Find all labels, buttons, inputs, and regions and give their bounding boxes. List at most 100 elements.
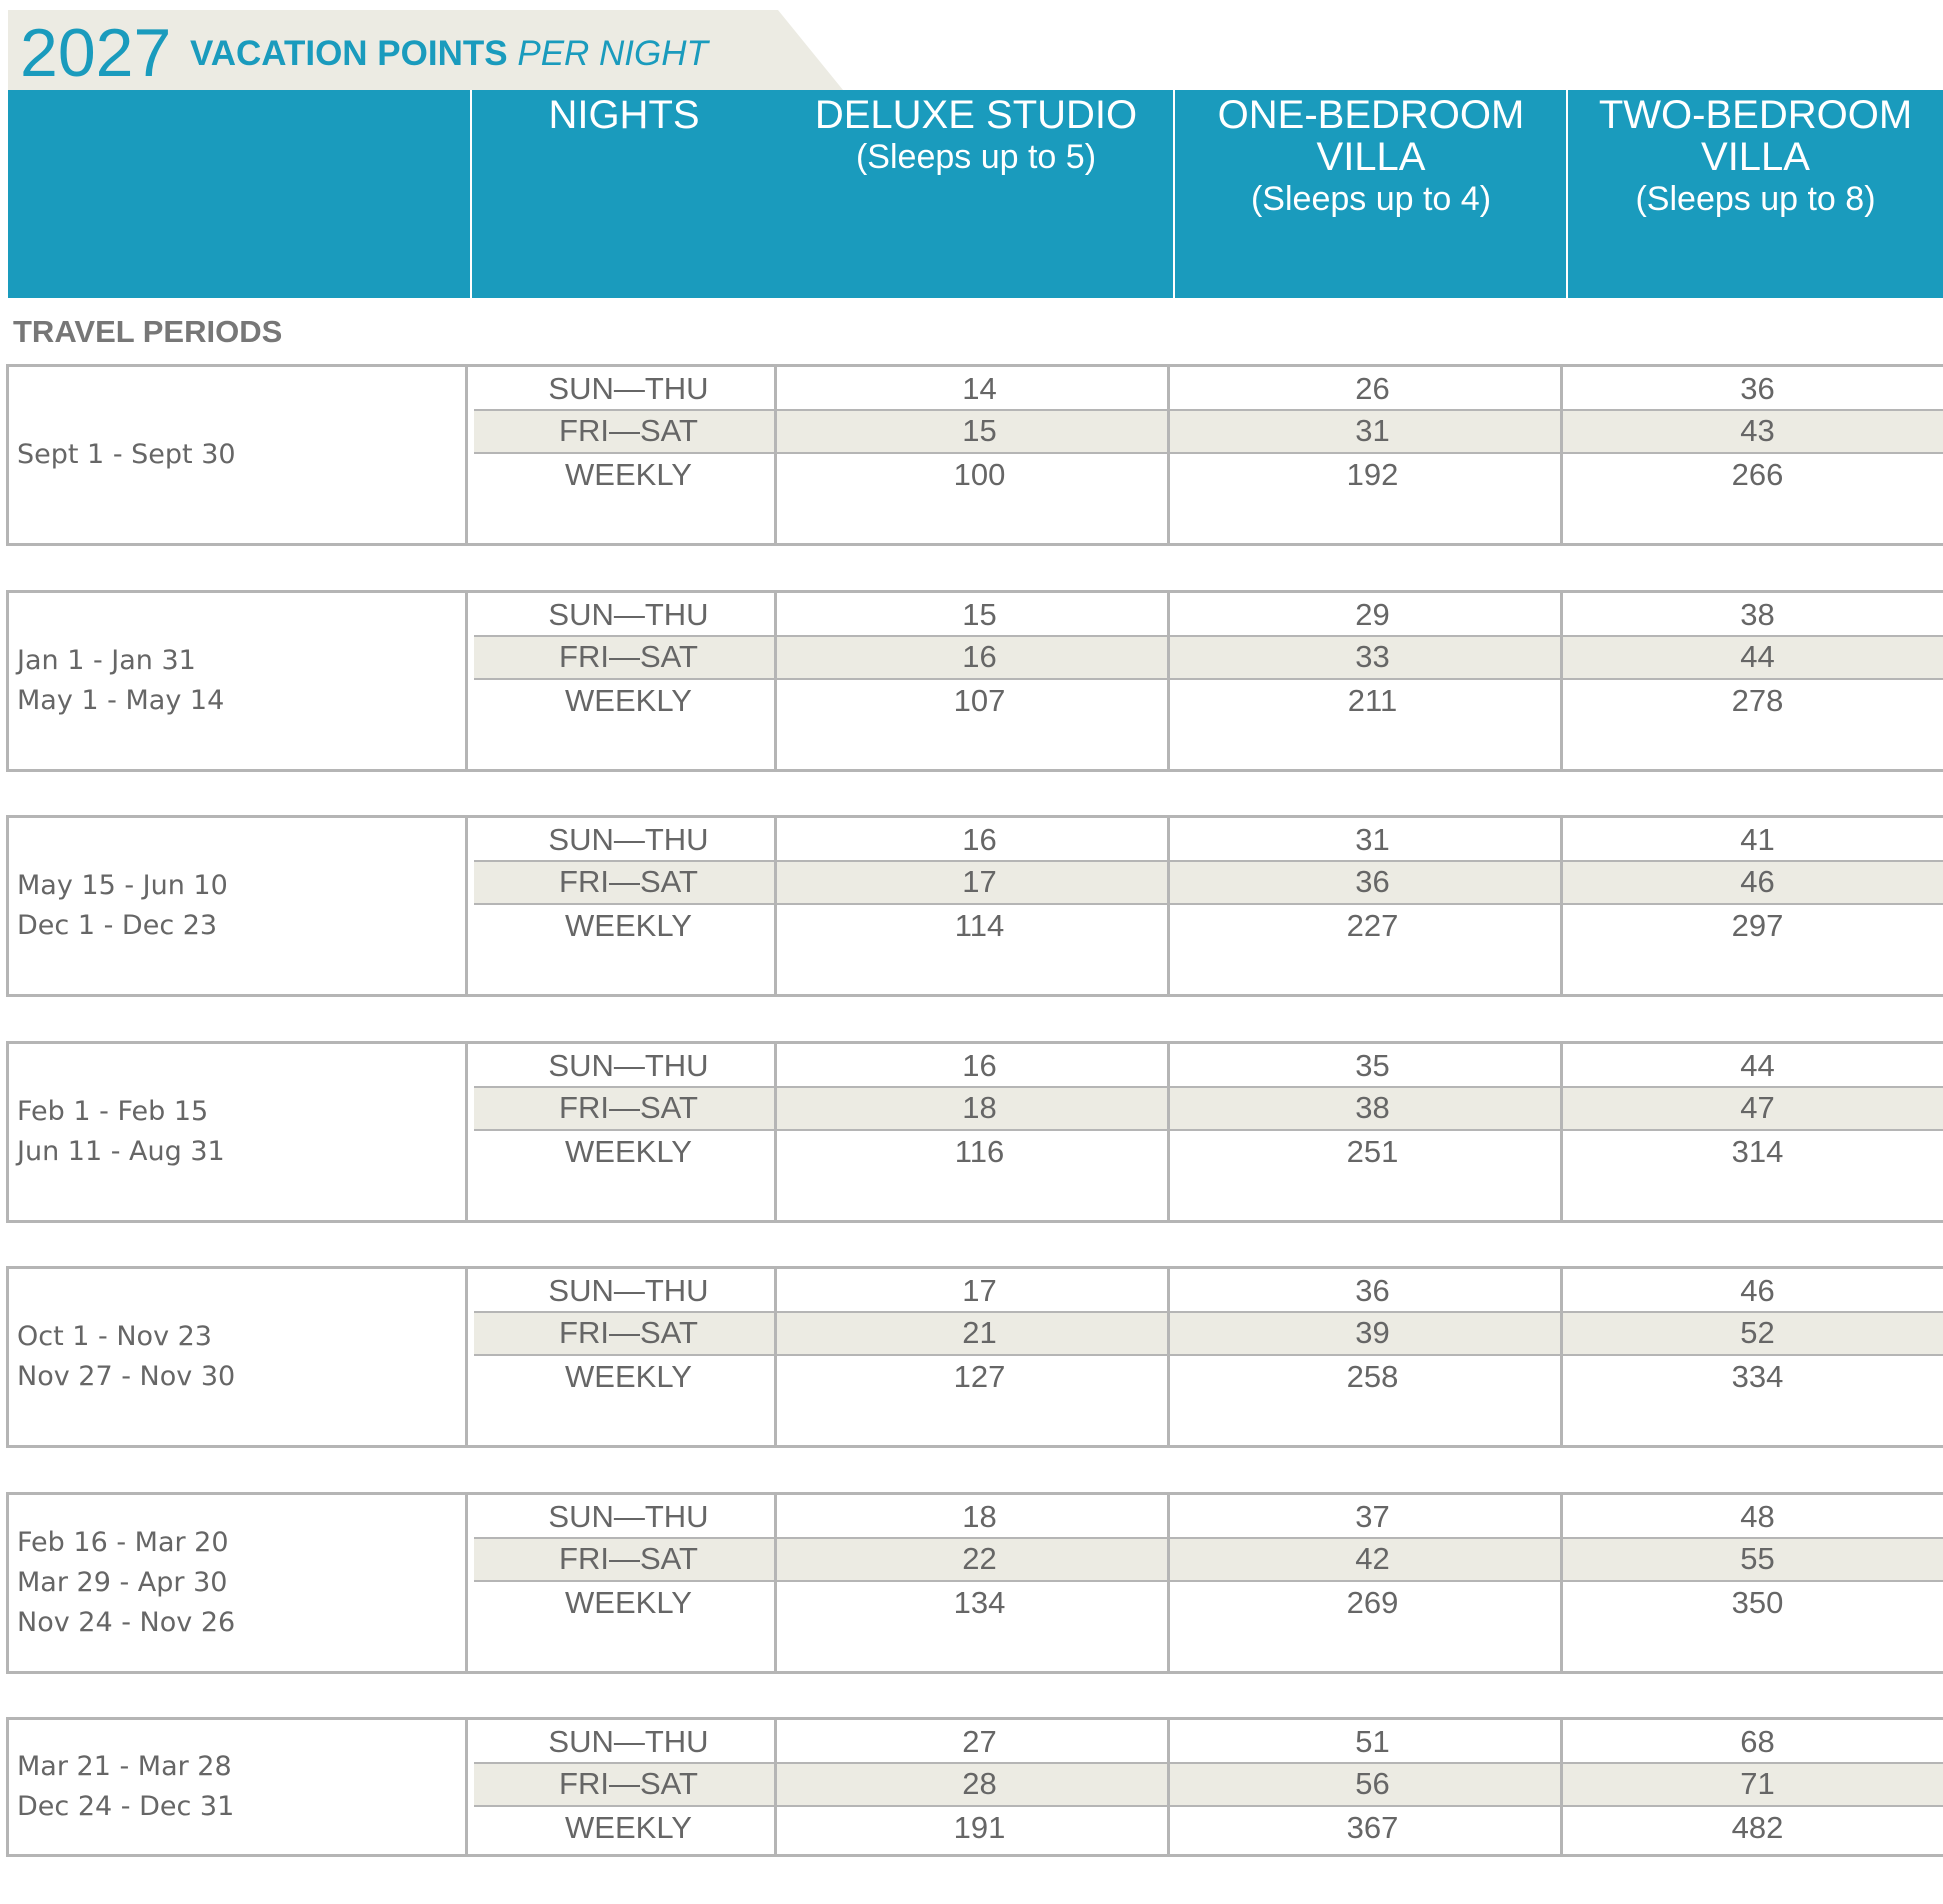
cell-studio: 191 [953,1810,1006,1845]
cell-one: 42 [1355,1541,1390,1576]
cell-one: 29 [1355,597,1390,632]
cell-nights: FRI—SAT [559,413,698,448]
cell-nights: WEEKLY [565,1585,692,1620]
table-row: WEEKLY 107 211 278 [474,679,1943,724]
cell-studio: 21 [962,1315,997,1350]
period-block: SUN—THU 27 51 68 FRI—SAT 28 56 71 WEEKLY 191 367 48… [6,1717,1943,1857]
cell-two: 36 [1740,371,1775,406]
cell-one: 36 [1355,864,1390,899]
table-row: WEEKLY 100 192 266 [474,453,1943,498]
period-block: SUN—THU 15 29 38 FRI—SAT 16 33 44 WEEKLY 107 211 27… [6,590,1943,772]
cell-studio: 114 [954,908,1005,943]
cell-two: 41 [1740,822,1775,857]
cell-one: 51 [1355,1724,1390,1759]
header-one-bedroom-line2: VILLA [1316,135,1426,179]
cell-two: 266 [1731,457,1784,492]
table-row: FRI—SAT 18 38 47 [474,1086,1943,1131]
column-divider [1167,1492,1170,1674]
header-one-bedroom-sub: (Sleeps up to 4) [1250,180,1492,218]
cell-two: 46 [1740,864,1775,899]
table-row: FRI—SAT 28 56 71 [474,1762,1943,1807]
cell-one: 269 [1346,1585,1399,1620]
period-block: SUN—THU 17 36 46 FRI—SAT 21 39 52 WEEKLY 127 258 33… [6,1266,1943,1448]
column-divider [1167,1266,1170,1448]
travel-period: Jun 11 - Aug 31 [17,1136,225,1167]
table-row: WEEKLY 116 251 314 [474,1130,1943,1175]
title-italic: PER NIGHT [517,34,708,73]
cell-nights: WEEKLY [565,1810,692,1845]
cell-one: 258 [1346,1359,1399,1394]
period-block: SUN—THU 18 37 48 FRI—SAT 22 42 55 WEEKLY 134 269 35… [6,1492,1943,1674]
cell-one: 56 [1355,1766,1390,1801]
header-two-bedroom-line2: VILLA [1701,135,1810,179]
cell-nights: SUN—THU [548,1273,709,1308]
cell-two: 38 [1740,597,1775,632]
column-divider [1560,1041,1563,1223]
cell-studio: 15 [962,597,997,632]
column-divider [1560,1717,1563,1857]
travel-period: Nov 27 - Nov 30 [17,1361,236,1392]
travel-periods-label: TRAVEL PERIODS [13,314,283,349]
header-two-bedroom: TWO-BEDROOM VILLA (Sleeps up to 8) [1568,90,1943,302]
cell-nights: SUN—THU [548,1499,709,1534]
cell-one: 35 [1355,1048,1390,1083]
title-year: 2027 [20,15,172,91]
cell-two: 350 [1731,1585,1784,1620]
table-row: FRI—SAT 16 33 44 [474,635,1943,680]
header-divider [1173,90,1175,298]
travel-period: Feb 1 - Feb 15 [17,1096,209,1127]
table-row: SUN—THU 27 51 68 [474,1720,1943,1765]
table-row: SUN—THU 15 29 38 [474,593,1943,638]
travel-period: Feb 16 - Mar 20 [17,1527,229,1558]
cell-one: 251 [1346,1134,1399,1169]
header-deluxe-studio-sub: (Sleeps up to 5) [855,138,1097,176]
cell-two: 43 [1740,413,1775,448]
cell-two: 55 [1740,1541,1775,1576]
column-divider [465,1492,468,1674]
table-row: WEEKLY 114 227 297 [474,904,1943,949]
cell-nights: FRI—SAT [559,639,698,674]
cell-one: 367 [1346,1810,1399,1845]
table-row: WEEKLY 134 269 350 [474,1581,1943,1626]
cell-one: 227 [1346,908,1399,943]
title-tab: 2027 VACATION POINTS PER NIGHT [8,10,843,91]
cell-one: 36 [1355,1273,1390,1308]
cell-two: 334 [1731,1359,1784,1394]
travel-period: Oct 1 - Nov 23 [17,1321,212,1352]
header-nights-label: NIGHTS [548,93,700,137]
cell-nights: FRI—SAT [559,864,698,899]
cell-nights: WEEKLY [565,457,692,492]
period-block: SUN—THU 14 26 36 FRI—SAT 15 31 43 WEEKLY 100 192 26… [6,364,1943,546]
column-divider [774,815,777,997]
cell-studio: 127 [953,1359,1006,1394]
cell-nights: FRI—SAT [559,1090,698,1125]
column-divider [774,1041,777,1223]
period-block: SUN—THU 16 35 44 FRI—SAT 18 38 47 WEEKLY 116 251 31… [6,1041,1943,1223]
cell-nights: SUN—THU [548,1724,709,1759]
header-nights: NIGHTS [470,90,778,302]
column-divider [1167,590,1170,772]
cell-two: 46 [1740,1273,1775,1308]
cell-studio: 134 [953,1585,1006,1620]
table-row: SUN—THU 14 26 36 [474,367,1943,412]
title-tab-shape [8,10,843,90]
cell-one: 26 [1355,371,1390,406]
cell-one: 31 [1355,413,1390,448]
table-row: WEEKLY 191 367 482 [474,1806,1943,1851]
header-one-bedroom: ONE-BEDROOM VILLA (Sleeps up to 4) [1175,90,1567,302]
column-divider [774,1717,777,1857]
column-divider [465,815,468,997]
cell-studio: 16 [962,639,997,674]
column-divider [1560,590,1563,772]
column-divider [774,590,777,772]
travel-period: Dec 1 - Dec 23 [17,910,218,941]
cell-one: 33 [1355,639,1390,674]
column-divider [774,1266,777,1448]
cell-nights: SUN—THU [548,597,709,632]
cell-nights: FRI—SAT [559,1315,698,1350]
cell-nights: FRI—SAT [559,1541,698,1576]
table-row: SUN—THU 16 35 44 [474,1044,1943,1089]
cell-studio: 17 [962,1273,997,1308]
travel-period: Mar 29 - Apr 30 [17,1567,228,1598]
column-divider [774,1492,777,1674]
